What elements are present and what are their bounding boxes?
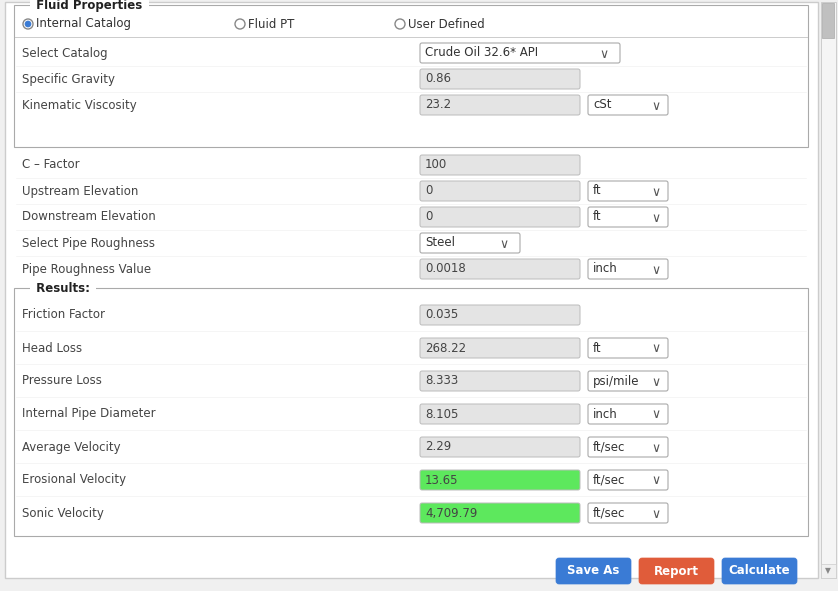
Text: Sonic Velocity: Sonic Velocity [22, 506, 104, 519]
Text: 13.65: 13.65 [425, 473, 458, 486]
Text: 8.333: 8.333 [425, 375, 458, 388]
Text: Specific Gravity: Specific Gravity [22, 73, 115, 86]
Text: Upstream Elevation: Upstream Elevation [22, 184, 138, 197]
Text: Internal Catalog: Internal Catalog [36, 18, 131, 31]
FancyBboxPatch shape [588, 470, 668, 490]
Text: 100: 100 [425, 158, 447, 171]
Text: Pipe Roughness Value: Pipe Roughness Value [22, 262, 151, 275]
FancyBboxPatch shape [588, 181, 668, 201]
Text: ft/sec: ft/sec [593, 440, 625, 453]
Text: User Defined: User Defined [408, 18, 484, 31]
Text: ∨: ∨ [651, 508, 660, 521]
FancyBboxPatch shape [420, 233, 520, 253]
Text: 23.2: 23.2 [425, 99, 451, 112]
Text: Pressure Loss: Pressure Loss [22, 375, 102, 388]
FancyBboxPatch shape [420, 338, 580, 358]
Text: ft: ft [593, 342, 602, 355]
Circle shape [235, 19, 245, 29]
Text: Head Loss: Head Loss [22, 342, 82, 355]
Text: Report: Report [654, 564, 699, 577]
Text: 2.29: 2.29 [425, 440, 451, 453]
Text: 268.22: 268.22 [425, 342, 466, 355]
FancyBboxPatch shape [588, 207, 668, 227]
Text: ∨: ∨ [651, 375, 660, 388]
FancyBboxPatch shape [420, 305, 580, 325]
Circle shape [25, 21, 31, 27]
FancyBboxPatch shape [639, 558, 714, 584]
Text: ∨: ∨ [651, 264, 660, 277]
FancyBboxPatch shape [420, 95, 580, 115]
Text: Calculate: Calculate [729, 564, 790, 577]
Text: 0: 0 [425, 210, 432, 223]
Text: 4,709.79: 4,709.79 [425, 506, 478, 519]
Text: ft/sec: ft/sec [593, 506, 625, 519]
FancyBboxPatch shape [588, 259, 668, 279]
FancyBboxPatch shape [420, 259, 580, 279]
Text: Downstream Elevation: Downstream Elevation [22, 210, 156, 223]
FancyBboxPatch shape [588, 95, 668, 115]
Text: ft/sec: ft/sec [593, 473, 625, 486]
FancyBboxPatch shape [420, 207, 580, 227]
Text: ∨: ∨ [651, 475, 660, 488]
Circle shape [395, 19, 405, 29]
Text: Fluid PT: Fluid PT [248, 18, 294, 31]
Text: ∨: ∨ [499, 238, 509, 251]
FancyBboxPatch shape [420, 69, 580, 89]
Text: ft: ft [593, 184, 602, 197]
Bar [14, 288, 808, 536]
FancyBboxPatch shape [420, 371, 580, 391]
Text: ∨: ∨ [599, 47, 608, 60]
FancyBboxPatch shape [588, 503, 668, 523]
Text: ∨: ∨ [651, 441, 660, 454]
Text: 8.105: 8.105 [425, 408, 458, 421]
FancyBboxPatch shape [420, 503, 580, 523]
FancyBboxPatch shape [420, 404, 580, 424]
FancyBboxPatch shape [420, 43, 620, 63]
Text: Crude Oil 32.6* API: Crude Oil 32.6* API [425, 47, 538, 60]
Text: inch: inch [593, 262, 618, 275]
Text: Fluid Properties: Fluid Properties [32, 0, 147, 11]
FancyBboxPatch shape [420, 437, 580, 457]
Bar [821, 564, 836, 578]
FancyBboxPatch shape [722, 558, 797, 584]
Text: 0: 0 [425, 184, 432, 197]
Text: cSt: cSt [593, 99, 612, 112]
FancyBboxPatch shape [588, 404, 668, 424]
FancyBboxPatch shape [420, 181, 580, 201]
FancyBboxPatch shape [556, 558, 631, 584]
Text: ▼: ▼ [825, 567, 831, 576]
Text: Select Catalog: Select Catalog [22, 47, 107, 60]
Text: 0.0018: 0.0018 [425, 262, 466, 275]
Text: psi/mile: psi/mile [593, 375, 639, 388]
Text: ∨: ∨ [651, 343, 660, 356]
Text: 0.86: 0.86 [425, 73, 451, 86]
Text: Results:: Results: [32, 281, 94, 294]
Text: Kinematic Viscosity: Kinematic Viscosity [22, 99, 137, 112]
FancyBboxPatch shape [420, 470, 580, 490]
FancyBboxPatch shape [588, 338, 668, 358]
Text: Steel: Steel [425, 236, 455, 249]
Text: ∨: ∨ [651, 212, 660, 225]
Bar [821, 2, 836, 578]
Bar [822, 3, 834, 38]
Text: Internal Pipe Diameter: Internal Pipe Diameter [22, 408, 156, 421]
Text: 0.035: 0.035 [425, 309, 458, 322]
FancyBboxPatch shape [588, 371, 668, 391]
Text: Select Pipe Roughness: Select Pipe Roughness [22, 236, 155, 249]
FancyBboxPatch shape [588, 437, 668, 457]
Text: Erosional Velocity: Erosional Velocity [22, 473, 127, 486]
Text: Friction Factor: Friction Factor [22, 309, 105, 322]
Text: ft: ft [593, 210, 602, 223]
Text: ∨: ∨ [651, 408, 660, 421]
FancyBboxPatch shape [420, 155, 580, 175]
Text: ∨: ∨ [651, 186, 660, 199]
Text: inch: inch [593, 408, 618, 421]
Text: Average Velocity: Average Velocity [22, 440, 121, 453]
Text: C – Factor: C – Factor [22, 158, 80, 171]
Text: ∨: ∨ [651, 99, 660, 112]
Text: Save As: Save As [567, 564, 619, 577]
Circle shape [23, 19, 33, 29]
Bar [14, 5, 808, 147]
